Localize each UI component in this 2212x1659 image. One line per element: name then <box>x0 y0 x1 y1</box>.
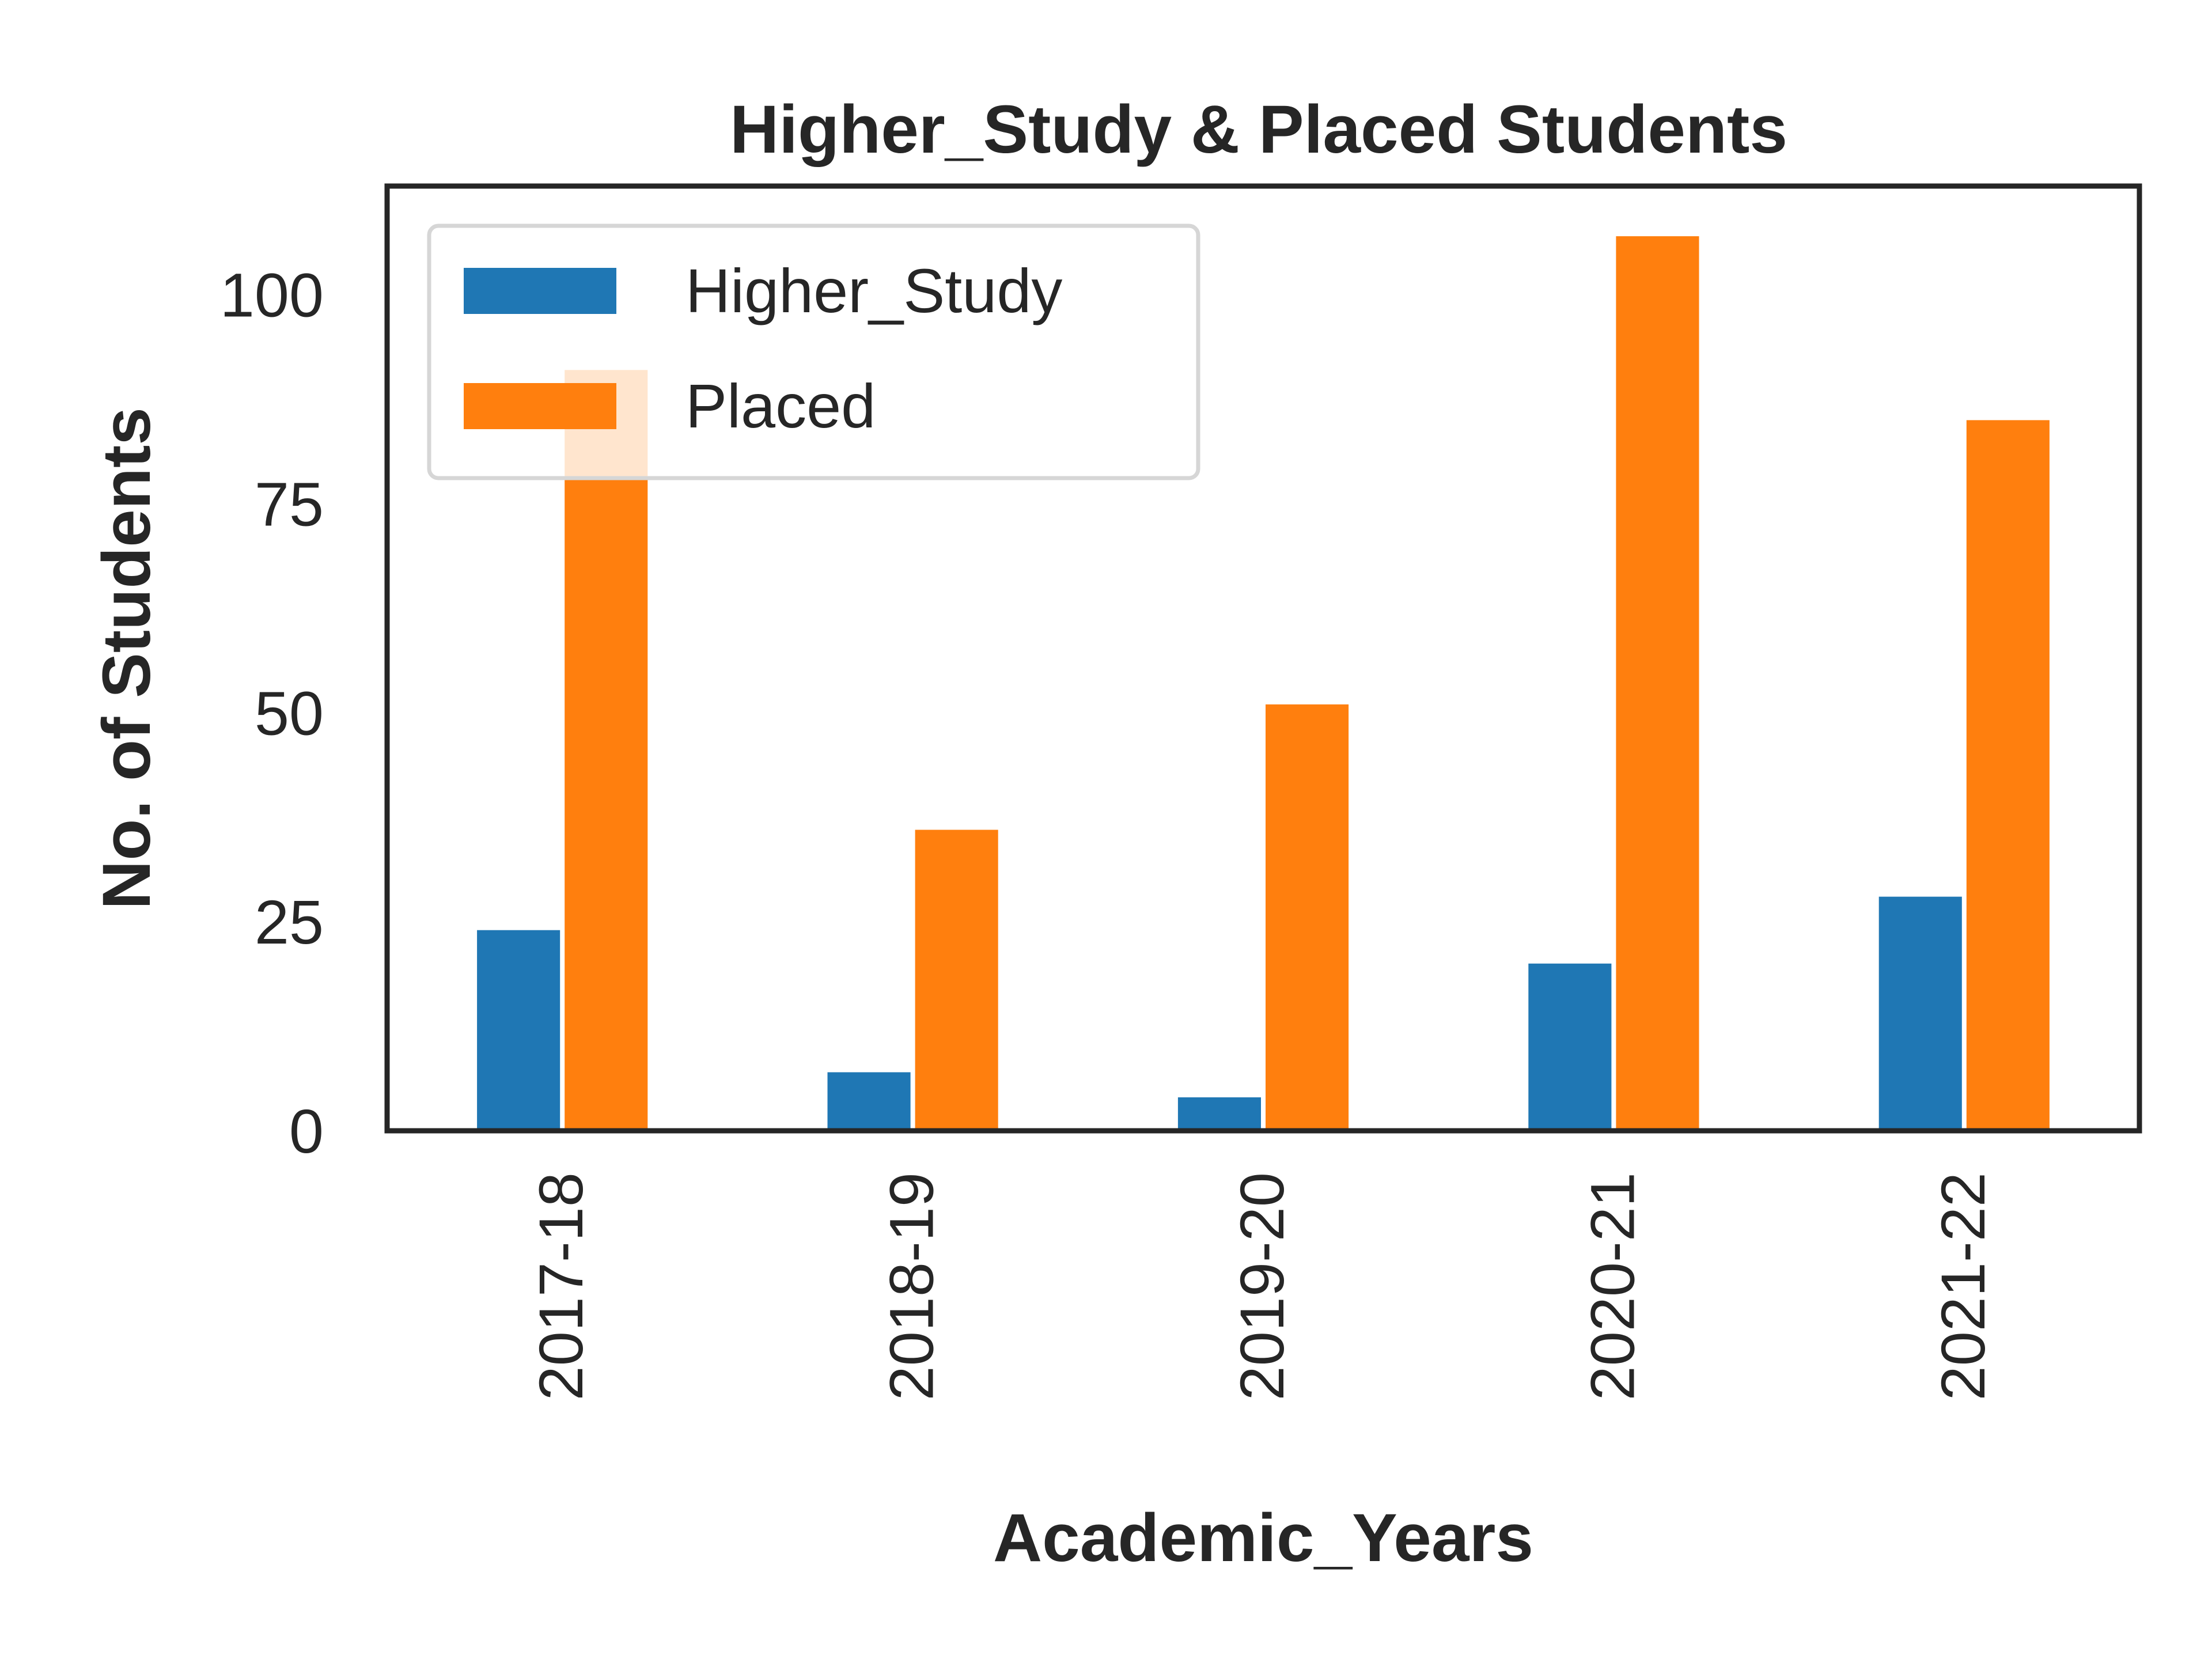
bar-placed-2020-21 <box>1616 236 1699 1131</box>
legend-label: Higher_Study <box>685 256 1062 325</box>
x-tick-label: 2018-19 <box>877 1172 946 1400</box>
x-tick-label: 2021-22 <box>1928 1172 1998 1400</box>
bar-higher-study-2018-19 <box>827 1072 911 1131</box>
bar-higher-study-2020-21 <box>1528 963 1612 1131</box>
y-tick-label: 75 <box>255 469 324 539</box>
y-tick-label: 0 <box>289 1096 324 1166</box>
bar-higher-study-2019-20 <box>1177 1097 1261 1131</box>
legend-swatch-placed <box>464 383 616 429</box>
legend-label: Placed <box>685 371 876 441</box>
x-axis-label: Academic_Years <box>993 1500 1533 1576</box>
bar-higher-study-2017-18 <box>477 930 560 1131</box>
legend-box <box>427 224 1200 480</box>
bar-higher-study-2021-22 <box>1878 896 1962 1131</box>
x-tick-label: 2017-18 <box>526 1172 596 1400</box>
y-axis-label: No. of Students <box>89 407 165 910</box>
y-tick-label: 50 <box>255 678 324 748</box>
plot-area <box>477 236 2050 1131</box>
y-tick-label: 100 <box>220 260 324 330</box>
y-axis-ticks: 0 25 50 75 100 <box>220 260 324 1166</box>
bar-placed-2017-18 <box>565 370 648 1131</box>
legend-swatch-higher-study <box>464 268 616 314</box>
axes-frame <box>384 183 2142 1134</box>
bar-placed-2018-19 <box>915 830 998 1131</box>
x-tick-label: 2020-21 <box>1577 1172 1647 1400</box>
bar-placed-2019-20 <box>1266 704 1349 1131</box>
x-axis-ticks: 2017-18 2018-19 2019-20 2020-21 2021-22 <box>526 1172 1998 1400</box>
chart-title: Higher_Study & Placed Students <box>730 92 1787 168</box>
bar-placed-2021-22 <box>1966 420 2050 1131</box>
x-tick-label: 2019-20 <box>1227 1172 1297 1400</box>
y-tick-label: 25 <box>255 887 324 957</box>
legend: Higher_Study Placed <box>427 224 1200 480</box>
